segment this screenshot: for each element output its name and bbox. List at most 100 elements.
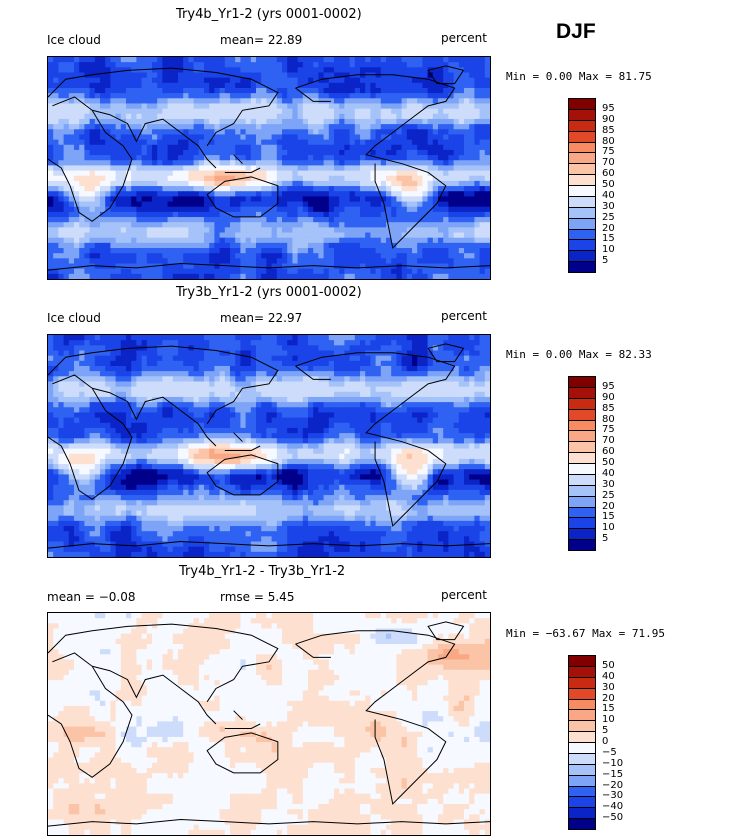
panel-1-colorbar-tick-label: 95: [602, 102, 615, 114]
panel-3-colorbar-tick-label: −15: [602, 768, 624, 780]
panel-1-colorbar-tick-label: 10: [602, 244, 615, 256]
panel-3-colorbar-tick-label: 50: [602, 659, 615, 671]
panel-1-colorbar-tick-label: 40: [602, 189, 615, 201]
coastline-6: [296, 644, 331, 657]
panel-2-colorbar-tick-label: 90: [602, 391, 615, 403]
coastline-9: [48, 263, 490, 270]
panel-1-colorbar-tick-label: 25: [602, 211, 615, 223]
coastline-8: [428, 66, 463, 84]
panel-2-map: [47, 334, 491, 558]
panel-3-mean: mean = −0.08: [47, 590, 136, 604]
panel-2-minmax: Min = 0.00 Max = 82.33: [506, 348, 652, 361]
panel-3-map-svg: [48, 613, 490, 835]
panel-1-colorbar-tick-label: 70: [602, 157, 615, 169]
panel-2-colorbar-tick-label: 85: [602, 402, 615, 414]
panel-2-units: percent: [441, 309, 487, 323]
panel-1-colorbar-tick-label: 85: [602, 124, 615, 136]
panel-2-colorbar-tick-label: 20: [602, 500, 615, 512]
panel-3-map-coastlines: [48, 622, 490, 826]
panel-2-colorbar-tick-label: 95: [602, 380, 615, 392]
panel-3-colorbar-tick-label: −10: [602, 757, 624, 769]
panel-3-colorbar-tick-label: −50: [602, 812, 624, 824]
panel-2-colorbar-tick-label: 75: [602, 424, 615, 436]
panel-1-minmax: Min = 0.00 Max = 81.75: [506, 70, 652, 83]
coastline-0: [48, 375, 132, 499]
panel-1-map: [47, 56, 491, 280]
panel-2-colorbar-tick-label: 80: [602, 413, 615, 425]
panel-2-colorbar-swatch: [568, 539, 596, 551]
coastline-1: [48, 346, 278, 424]
coastline-4: [207, 177, 278, 217]
coastline-2: [92, 666, 180, 697]
panel-1-map-svg: [48, 57, 490, 279]
panel-3-colorbar-tick-label: −40: [602, 801, 624, 813]
coastline-9: [48, 819, 490, 826]
panel-3-colorbar-tick-label: −5: [602, 746, 617, 758]
coastline-3: [181, 132, 261, 172]
panel-2-colorbar-tick-label: 60: [602, 446, 615, 458]
panel-2-map-svg: [48, 335, 490, 557]
panel-1-units: percent: [441, 31, 487, 45]
panel-1-colorbar-tick-label: 80: [602, 135, 615, 147]
panel-3-colorbar-tick-label: −20: [602, 779, 624, 791]
coastline-6: [296, 366, 331, 379]
panel-1-colorbar-tick-label: 15: [602, 233, 615, 245]
panel-1-title: Try4b_Yr1-2 (yrs 0001-0002): [176, 7, 362, 22]
panel-3-map-field: [48, 613, 490, 835]
panel-2-variable: Ice cloud: [47, 311, 101, 325]
panel-2-mean: mean= 22.97: [220, 311, 303, 325]
panel-3-colorbar-tick-label: 10: [602, 714, 615, 726]
panel-3-colorbar: 50 40 30 20 15 10 5 0 −5 −10 −15 −20 −30 −40 −50: [568, 655, 628, 830]
panel-3-colorbar-swatch: [568, 818, 596, 830]
coastline-3: [181, 410, 261, 450]
panel-1-colorbar-tick-label: 50: [602, 179, 615, 190]
panel-3-colorbar-tick-label: 40: [602, 670, 615, 682]
panel-3-minmax: Min = −63.67 Max = 71.95: [506, 627, 665, 640]
panel-2-colorbar-tick-label: 50: [602, 457, 615, 468]
panel-1-mean: mean= 22.89: [220, 33, 303, 47]
coastline-5: [296, 353, 455, 437]
panel-3-units: percent: [441, 588, 487, 602]
panel-3-colorbar-tick-label: 20: [602, 692, 615, 704]
panel-1-colorbar-tick-label: 75: [602, 146, 615, 158]
coastline-9: [48, 541, 490, 548]
panel-1-variable: Ice cloud: [47, 33, 101, 47]
coastline-7: [375, 159, 446, 248]
coastline-8: [428, 344, 463, 362]
panel-2-colorbar-tick-label: 30: [602, 478, 615, 490]
coastline-2: [92, 110, 180, 141]
panel-1-map-coastlines: [48, 66, 490, 270]
panel-2-colorbar-tick-label: 40: [602, 467, 615, 479]
coastline-6: [296, 88, 331, 101]
panel-2-map-coastlines: [48, 344, 490, 548]
panel-1-colorbar-tick-label: 20: [602, 222, 615, 234]
coastline-8: [428, 622, 463, 640]
panel-1-colorbar-swatch: [568, 261, 596, 273]
coastline-2: [92, 388, 180, 419]
panel-3-rmse: rmse = 5.45: [220, 590, 295, 604]
panel-3-map: [47, 612, 491, 836]
coastline-7: [375, 715, 446, 804]
panel-1-colorbar-tick-label: 60: [602, 168, 615, 180]
panel-1-colorbar: 95 90 85 80 75 70 60 50 40 30 25 20 15 10 5: [568, 98, 628, 273]
panel-2-colorbar-tick-label: 5: [602, 533, 609, 545]
panel-2-colorbar-tick-label: 10: [602, 522, 615, 534]
panel-2-map-field: [48, 335, 490, 557]
panel-2-colorbar-tick-label: 70: [602, 435, 615, 447]
coastline-1: [48, 68, 278, 146]
panel-2-title: Try3b_Yr1-2 (yrs 0001-0002): [176, 285, 362, 300]
panel-2-colorbar: 95 90 85 80 75 70 60 50 40 30 25 20 15 10 5: [568, 376, 628, 551]
panel-1-colorbar-tick-label: 90: [602, 113, 615, 125]
coastline-1: [48, 624, 278, 702]
coastline-5: [296, 631, 455, 715]
panel-3-title: Try4b_Yr1-2 - Try3b_Yr1-2: [179, 564, 346, 579]
panel-3-colorbar-tick-label: 30: [602, 681, 615, 693]
panel-3-colorbar-tick-label: 15: [602, 703, 615, 715]
panel-3-colorbar-tick-label: 5: [602, 725, 609, 737]
panel-3-colorbar-tick-label: −30: [602, 790, 624, 802]
panel-1-colorbar-tick-label: 30: [602, 200, 615, 212]
coastline-4: [207, 455, 278, 495]
coastline-4: [207, 733, 278, 773]
panel-3-colorbar-tick-label: 0: [602, 736, 609, 747]
panel-1-map-field: [48, 57, 490, 279]
